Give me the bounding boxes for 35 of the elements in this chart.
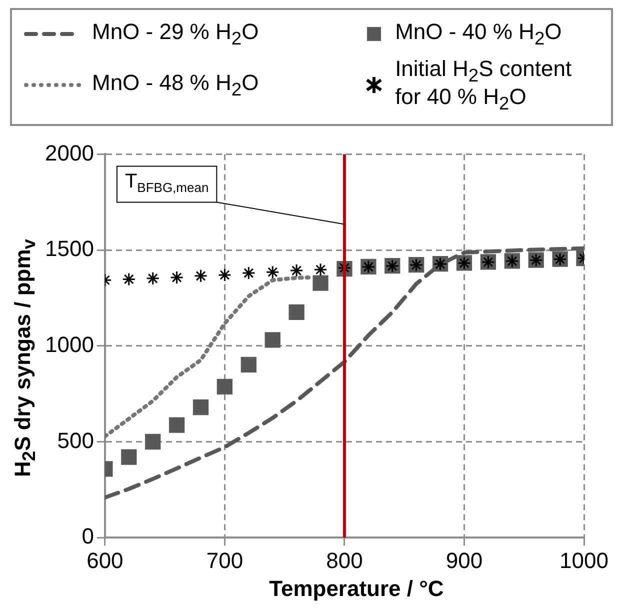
point: [314, 262, 328, 276]
point: [122, 272, 136, 286]
point: [146, 271, 160, 285]
y-tick-label: 0: [82, 523, 94, 548]
x-tick-label: 1000: [560, 548, 608, 573]
point: [168, 416, 185, 433]
point: [312, 274, 328, 290]
point: [121, 448, 137, 465]
y-tick-label: 500: [57, 427, 94, 452]
point: [290, 263, 304, 277]
line-series: [104, 246, 584, 500]
point: [218, 268, 232, 282]
x-tick-label: 700: [206, 548, 244, 573]
point: [240, 356, 256, 372]
line-series: [104, 275, 311, 438]
x-tick-label: 600: [86, 548, 124, 573]
legend-label: Initial H$_{2}$S content for 40 % H$_{2}$O: [395, 56, 573, 114]
point: [194, 268, 208, 282]
x-axis-title: Temperature / °C: [268, 576, 445, 601]
x-tick-label: 900: [446, 548, 483, 573]
point: [288, 304, 304, 320]
point: [242, 266, 256, 280]
point: [192, 399, 209, 415]
legend-label: MnO - 40 % H$_{2}$O: [395, 19, 562, 49]
y-tick-label: 2000: [44, 140, 94, 165]
y-tick-label: 1500: [44, 236, 94, 261]
y-tick-label: 1000: [44, 332, 94, 357]
point: [216, 378, 233, 394]
point: [170, 270, 184, 284]
x-tick-label: 800: [326, 548, 363, 573]
legend-label: MnO - 48 % H$_{2}$O: [92, 70, 259, 100]
legend-label: MnO - 29 % H$_{2}$O: [92, 19, 259, 49]
point: [145, 434, 161, 450]
point: [264, 332, 280, 348]
point: [266, 264, 280, 278]
